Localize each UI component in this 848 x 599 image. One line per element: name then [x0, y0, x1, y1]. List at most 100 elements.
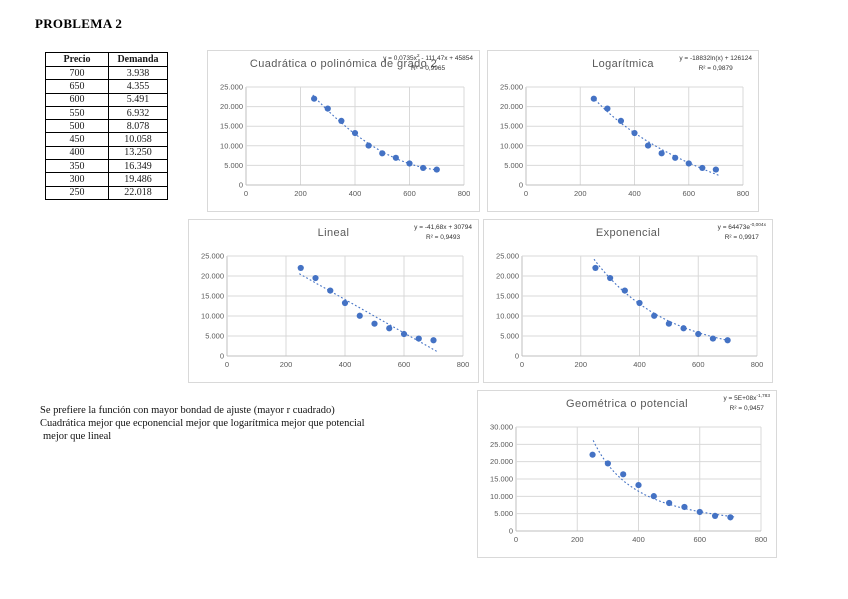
data-point — [711, 512, 719, 520]
scatter-plot: 0 200 400 600 800 0 5.000 10.000 15.000 20.000 25.… — [490, 423, 768, 545]
table-cell: 600 — [45, 92, 109, 107]
page-title: PROBLEMA 2 — [35, 16, 123, 31]
table-row: 550 6.932 — [45, 105, 168, 121]
x-tick-label: 400 — [339, 360, 352, 369]
trendline-equation: y = 5E+08x-1,783 R² = 0,9457 — [724, 393, 771, 414]
r-squared-label: R² = 0,9879 — [698, 64, 733, 72]
scatter-plot: 0 200 400 600 800 0 5.000 10.000 15.000 20.000 25.… — [201, 252, 469, 370]
y-tick-label: 5.000 — [494, 509, 513, 518]
x-tick-label: 0 — [520, 360, 524, 369]
data-point — [696, 508, 703, 516]
y-tick-label: 20.000 — [500, 102, 523, 111]
data-point — [724, 337, 731, 344]
price-demand-table: Precio Demanda 700 3.938 650 4.355 600 5.491 5… — [45, 52, 168, 200]
y-tick-label: 10.000 — [220, 141, 243, 150]
table-cell: 300 — [45, 172, 109, 187]
y-tick-label: 15.000 — [201, 292, 224, 301]
y-tick-label: 10.000 — [496, 312, 519, 321]
table-row: 300 19.486 — [45, 172, 168, 187]
x-tick-label: 0 — [244, 189, 248, 198]
data-point — [433, 166, 440, 173]
table-cell: 400 — [45, 145, 109, 161]
equation-line: y = -18832ln(x) + 126124 — [679, 55, 752, 63]
y-tick-label: 10.000 — [490, 492, 513, 501]
data-point — [699, 164, 706, 172]
data-point — [338, 117, 345, 125]
table-row: 500 8.078 — [45, 119, 168, 134]
x-tick-label: 600 — [693, 535, 706, 544]
data-point — [392, 154, 399, 161]
data-point — [672, 154, 679, 161]
y-tick-label: 25.000 — [220, 83, 243, 92]
y-tick-label: 0 — [515, 352, 519, 361]
data-point — [371, 320, 378, 327]
table-cell: 250 — [45, 185, 109, 200]
data-point — [379, 150, 386, 157]
chart-potencial: Geométrica o potencial y = 5E+08x-1,783 … — [477, 390, 777, 558]
data-point — [658, 150, 665, 157]
note-line: Se prefiere la función con mayor bondad … — [40, 405, 335, 416]
y-tick-label: 5.000 — [205, 332, 224, 341]
data-point — [356, 312, 363, 319]
y-tick-label: 15.000 — [220, 122, 243, 131]
data-point — [617, 117, 625, 125]
note-line: mejor que lineal — [43, 431, 112, 443]
table-cell: 450 — [45, 132, 109, 147]
y-tick-label: 25.000 — [201, 252, 224, 261]
r-squared-label: R² = 0,9457 — [729, 404, 764, 412]
y-tick-label: 10.000 — [201, 312, 224, 321]
equation-line: y = 64473e-0,004x — [717, 223, 766, 232]
y-tick-label: 15.000 — [490, 475, 513, 484]
equation-line: y = 5E+08x-1,783 — [723, 394, 771, 403]
table-row: 450 10.058 — [45, 132, 168, 147]
data-point — [636, 299, 643, 307]
x-tick-label: 800 — [751, 360, 764, 369]
table-cell: 550 — [45, 105, 109, 121]
table-cell: 6.932 — [108, 105, 168, 121]
equation-line: y = -41,68x + 30794 — [414, 224, 472, 232]
data-point — [620, 471, 627, 478]
data-point — [666, 499, 673, 507]
data-point — [727, 514, 734, 521]
y-tick-label: 0 — [220, 352, 224, 361]
chart-title: Logarítmica — [592, 58, 654, 70]
y-tick-label: 20.000 — [490, 457, 513, 466]
table-cell: 8.078 — [108, 119, 168, 134]
x-tick-label: 600 — [398, 360, 411, 369]
x-tick-label: 400 — [633, 360, 646, 369]
chart-lineal: Lineal y = -41,68x + 30794 R² = 0,9493 0… — [188, 219, 479, 383]
data-point — [635, 481, 642, 489]
x-tick-label: 0 — [225, 360, 229, 369]
y-tick-label: 25.000 — [496, 252, 519, 261]
data-point — [604, 105, 611, 112]
table-cell: 19.486 — [108, 172, 168, 187]
r-squared-label: R² = 0,9917 — [724, 233, 759, 241]
data-point — [400, 330, 408, 338]
data-point — [341, 299, 349, 307]
y-tick-label: 25.000 — [490, 440, 513, 449]
data-point — [312, 274, 319, 282]
table-cell: 350 — [45, 159, 109, 174]
data-point — [590, 95, 597, 102]
data-point — [406, 160, 413, 167]
table-cell: 4.355 — [108, 79, 168, 94]
table-row: 250 22.018 — [45, 185, 168, 200]
table-cell: 500 — [45, 119, 109, 134]
data-point — [420, 164, 427, 172]
chart-title: Lineal — [317, 227, 350, 239]
data-point — [604, 460, 611, 467]
trendline — [312, 94, 441, 171]
trendline-equation: y = 64473e-0,004x R² = 0,9917 — [718, 222, 766, 243]
x-tick-label: 800 — [755, 535, 768, 544]
y-tick-label: 20.000 — [220, 102, 243, 111]
y-tick-label: 5.000 — [500, 332, 519, 341]
data-point — [430, 337, 437, 344]
data-point — [324, 105, 331, 112]
x-tick-label: 200 — [574, 189, 587, 198]
table-row: 650 4.355 — [45, 79, 168, 94]
x-tick-label: 600 — [692, 360, 705, 369]
table-row: 350 16.349 — [45, 159, 168, 174]
chart-title: Exponencial — [595, 227, 661, 239]
data-point — [365, 142, 372, 149]
conclusion-notes: Se prefiere la función con mayor bondad … — [40, 404, 365, 443]
